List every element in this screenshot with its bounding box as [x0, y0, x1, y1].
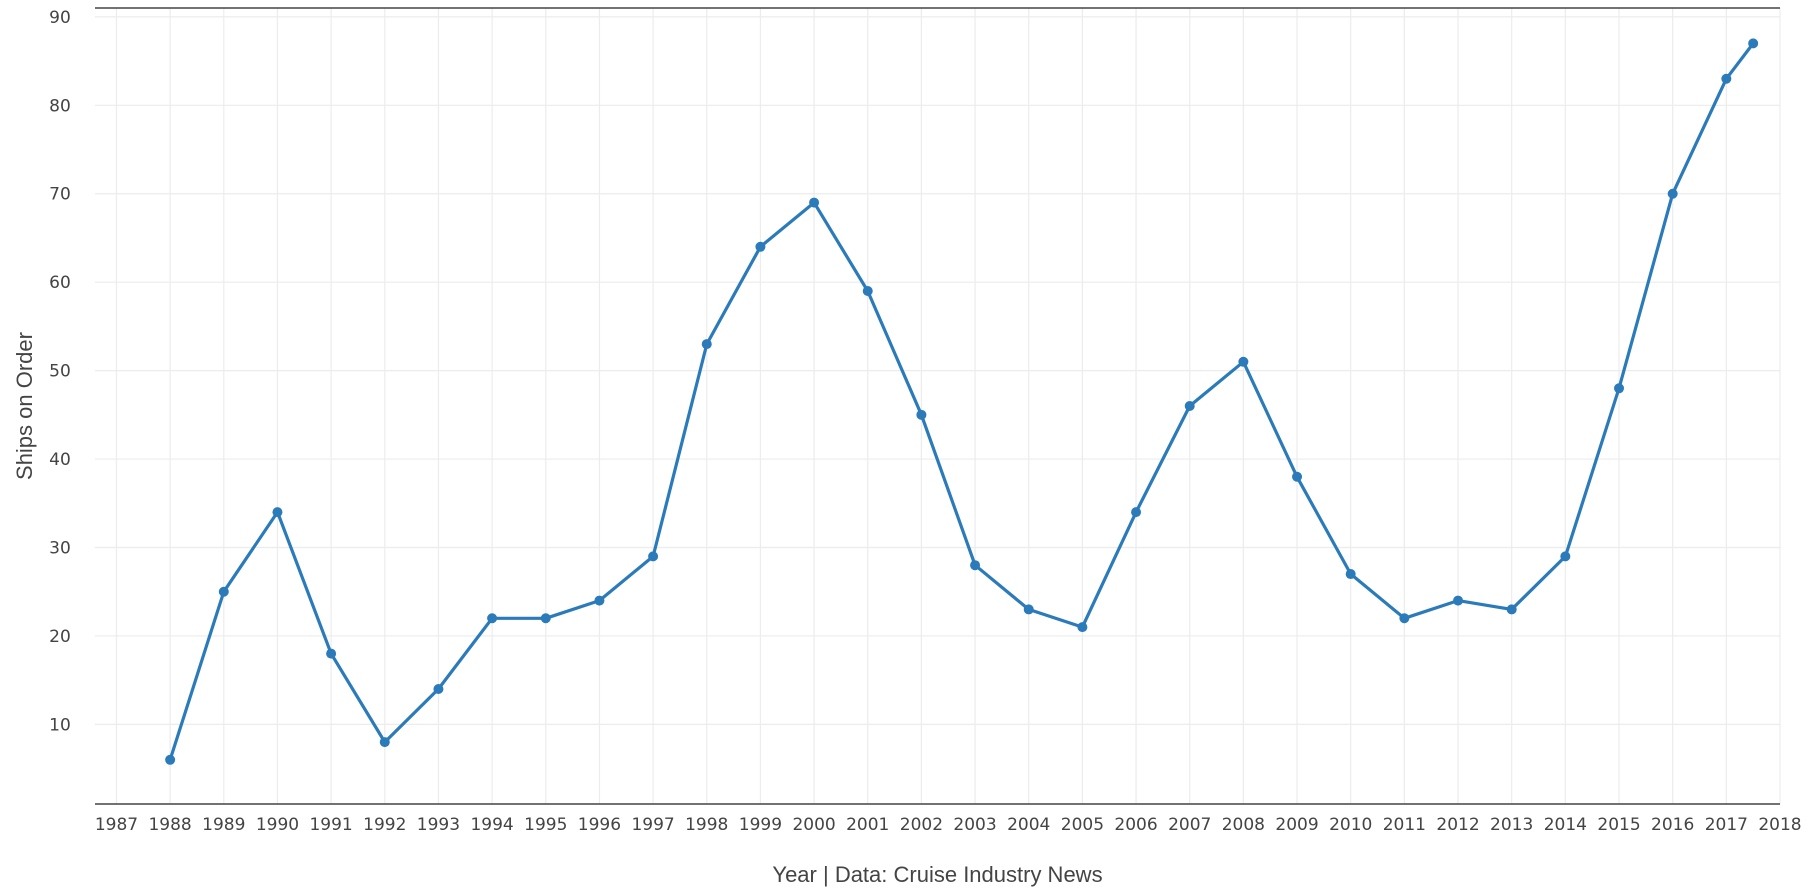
x-tick-label: 1998 [685, 815, 728, 835]
x-tick-labels: 1987 1988 1989 1990 1991 1992 1993 1994 1995 1996… [95, 815, 1802, 835]
y-tick-label: 20 [49, 627, 71, 647]
data-point[interactable] [755, 241, 766, 252]
data-point[interactable] [1399, 613, 1410, 624]
x-tick-label: 2016 [1651, 815, 1694, 835]
data-point[interactable] [379, 737, 390, 748]
x-axis-title: Year | Data: Cruise Industry News [772, 862, 1102, 887]
y-tick-label: 90 [49, 8, 71, 28]
data-point[interactable] [1345, 569, 1356, 580]
x-tick-label: 2007 [1168, 815, 1211, 835]
data-point[interactable] [1721, 73, 1732, 84]
x-tick-label: 1988 [148, 815, 191, 835]
x-tick-label: 2018 [1758, 815, 1801, 835]
y-tick-label: 60 [49, 273, 71, 293]
series-layer [165, 38, 1759, 765]
x-tick-label: 2017 [1705, 815, 1748, 835]
x-tick-label: 1999 [739, 815, 782, 835]
data-point[interactable] [594, 595, 605, 606]
x-gridlines [115, 8, 1781, 804]
data-point[interactable] [1292, 471, 1303, 482]
data-point[interactable] [970, 560, 981, 571]
x-tick-label: 2003 [953, 815, 996, 835]
x-tick-label: 2009 [1275, 815, 1318, 835]
x-tick-label: 2014 [1544, 815, 1587, 835]
y-tick-label: 30 [49, 539, 71, 559]
x-tick-label: 1996 [578, 815, 621, 835]
y-tick-label: 50 [49, 362, 71, 382]
data-point[interactable] [218, 586, 229, 597]
x-tick-label: 1991 [309, 815, 352, 835]
x-tick-label: 1997 [631, 815, 674, 835]
x-tick-label: 1987 [95, 815, 138, 835]
x-tick-label: 2002 [900, 815, 943, 835]
data-point[interactable] [1506, 604, 1517, 615]
data-point[interactable] [1453, 595, 1464, 606]
y-tick-label: 80 [49, 96, 71, 116]
x-tick-label: 2011 [1383, 815, 1426, 835]
data-point[interactable] [1077, 622, 1088, 633]
x-tick-label: 1993 [417, 815, 460, 835]
x-tick-label: 1995 [524, 815, 567, 835]
data-point[interactable] [272, 507, 283, 518]
y-axis-title: Ships on Order [12, 332, 37, 480]
data-point[interactable] [165, 754, 176, 765]
data-point[interactable] [1238, 356, 1249, 367]
data-point[interactable] [809, 197, 820, 208]
x-tick-label: 1989 [202, 815, 245, 835]
x-tick-label: 1992 [363, 815, 406, 835]
y-tick-label: 70 [49, 185, 71, 205]
x-tick-label: 1994 [470, 815, 513, 835]
x-tick-label: 2000 [792, 815, 835, 835]
x-tick-label: 1990 [256, 815, 299, 835]
x-tick-label: 2015 [1597, 815, 1640, 835]
data-point[interactable] [862, 286, 873, 297]
x-tick-label: 2004 [1007, 815, 1050, 835]
series-line [168, 41, 1755, 762]
data-point[interactable] [1748, 38, 1759, 49]
data-point[interactable] [1614, 383, 1625, 394]
data-point[interactable] [326, 648, 337, 659]
data-point[interactable] [648, 551, 659, 562]
y-tick-label: 40 [49, 450, 71, 470]
x-tick-label: 2006 [1114, 815, 1157, 835]
y-gridlines [95, 16, 1780, 726]
data-point[interactable] [1560, 551, 1571, 562]
data-point[interactable] [1184, 401, 1195, 411]
data-point[interactable] [1131, 507, 1142, 518]
data-point[interactable] [487, 613, 498, 624]
y-tick-labels: 10 20 30 40 50 60 70 80 90 [49, 8, 71, 736]
x-tick-label: 2012 [1436, 815, 1479, 835]
y-tick-label: 10 [49, 715, 71, 735]
x-tick-label: 2008 [1222, 815, 1265, 835]
x-tick-label: 2010 [1329, 815, 1372, 835]
data-point[interactable] [701, 339, 712, 350]
data-point[interactable] [1023, 604, 1034, 615]
x-tick-label: 2013 [1490, 815, 1533, 835]
data-point[interactable] [433, 684, 444, 695]
data-point[interactable] [1667, 188, 1678, 199]
x-tick-label: 2005 [1061, 815, 1104, 835]
x-tick-label: 2001 [846, 815, 889, 835]
data-point[interactable] [916, 409, 927, 420]
data-point[interactable] [540, 613, 551, 624]
